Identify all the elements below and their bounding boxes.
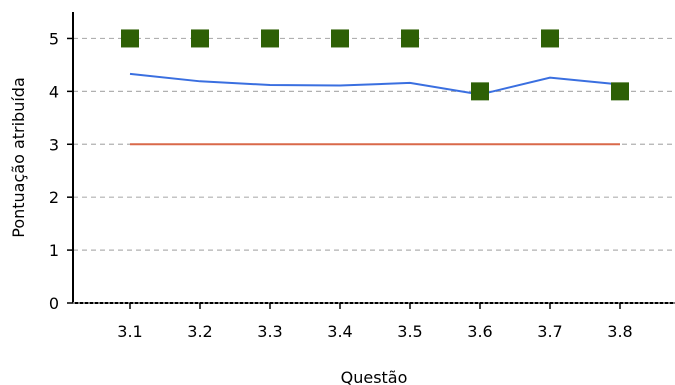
y-tick-label: 4 <box>49 82 59 101</box>
square-marker <box>541 29 559 48</box>
series-markers <box>121 29 629 101</box>
y-tick-label: 0 <box>49 294 59 313</box>
y-axis-title: Pontuação atribuída <box>9 77 28 238</box>
y-tick-label: 1 <box>49 241 59 260</box>
square-marker <box>331 29 349 48</box>
series-line-1 <box>129 72 621 96</box>
x-tick-label: 3.2 <box>187 322 212 341</box>
x-tick-label: 3.3 <box>257 322 282 341</box>
square-marker <box>611 82 629 101</box>
x-tick-label: 3.7 <box>537 322 562 341</box>
ticks: 0 1 2 3 4 5 3.1 3.2 3.3 3.4 3.5 3.6 3.7 3.8 <box>49 29 633 341</box>
axes <box>72 12 675 304</box>
y-tick-label: 2 <box>49 188 59 207</box>
x-tick-label: 3.6 <box>467 322 492 341</box>
x-axis-title: Questão <box>341 368 408 385</box>
y-tick-label: 3 <box>49 135 59 154</box>
square-marker <box>191 29 209 48</box>
x-tick-label: 3.8 <box>607 322 632 341</box>
x-tick-label: 3.1 <box>117 322 142 341</box>
x-tick-label: 3.4 <box>327 322 352 341</box>
y-tick-label: 5 <box>49 29 59 48</box>
x-tick-label: 3.5 <box>397 322 422 341</box>
square-marker <box>471 82 489 101</box>
square-marker <box>401 29 419 48</box>
square-marker <box>121 29 139 48</box>
series-lines <box>129 72 621 146</box>
square-marker <box>261 29 279 48</box>
